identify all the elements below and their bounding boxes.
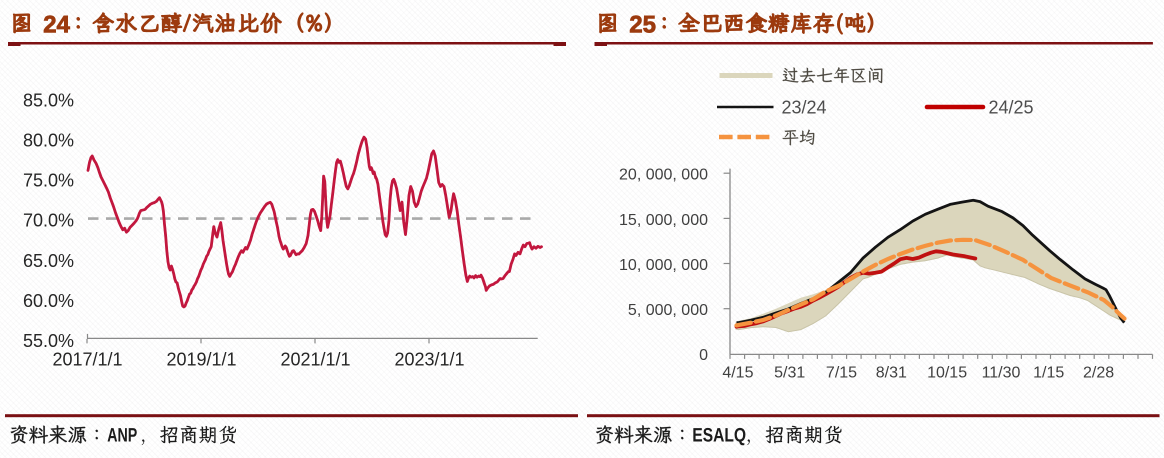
svg-text:85.0%: 85.0% [23, 90, 74, 110]
svg-text:5/31: 5/31 [774, 364, 805, 381]
svg-text:2021/1/1: 2021/1/1 [280, 349, 350, 369]
svg-text:8/31: 8/31 [876, 364, 907, 381]
svg-text:2/28: 2/28 [1083, 364, 1114, 381]
svg-text:20, 000, 000: 20, 000, 000 [619, 167, 708, 184]
svg-text:2017/1/1: 2017/1/1 [52, 349, 122, 369]
svg-text:75.0%: 75.0% [23, 171, 74, 191]
svg-text:10/15: 10/15 [927, 364, 967, 381]
svg-text:10, 000, 000: 10, 000, 000 [619, 257, 708, 274]
svg-text:60.0%: 60.0% [23, 291, 74, 311]
svg-text:2019/1/1: 2019/1/1 [166, 349, 236, 369]
svg-text:5, 000, 000: 5, 000, 000 [628, 302, 708, 319]
svg-text:55.0%: 55.0% [23, 331, 74, 351]
svg-text:0: 0 [699, 347, 708, 364]
svg-text:15, 000, 000: 15, 000, 000 [619, 212, 708, 229]
svg-text:70.0%: 70.0% [23, 211, 74, 231]
svg-text:7/15: 7/15 [826, 364, 857, 381]
svg-text:1/15: 1/15 [1033, 364, 1064, 381]
svg-text:4/15: 4/15 [722, 364, 753, 381]
svg-text:24/25: 24/25 [989, 98, 1034, 118]
svg-text:80.0%: 80.0% [23, 130, 74, 150]
svg-text:65.0%: 65.0% [23, 251, 74, 271]
svg-text:23/24: 23/24 [782, 98, 827, 118]
svg-text:11/30: 11/30 [982, 364, 1021, 381]
svg-text:2023/1/1: 2023/1/1 [394, 349, 464, 369]
